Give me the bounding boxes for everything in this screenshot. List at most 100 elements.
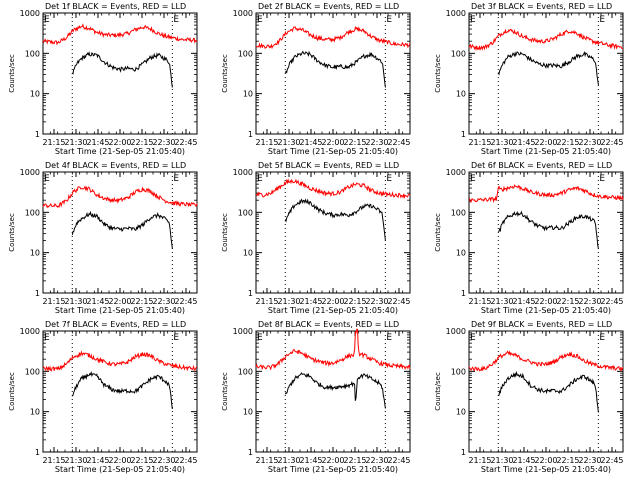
eclipse-mark-label: E [386, 333, 392, 343]
plot-frame [42, 171, 198, 294]
x-tick-label: 22:00 [534, 138, 557, 147]
panel-det-1f: Det 1f BLACK = Events, RED = LLD 1 10 100 10… [8, 2, 198, 156]
eclipse-mark-label: E [599, 174, 605, 184]
x-tick-label: 21:30 [64, 297, 87, 306]
x-tick-label: 22:45 [600, 138, 623, 147]
panel-title: Det 2f BLACK = Events, RED = LLD [258, 2, 399, 11]
x-axis-title: Start Time (21-Sep-05 21:05:40) [268, 465, 398, 474]
panel-title: Det 9f BLACK = Events, RED = LLD [471, 320, 612, 329]
eclipse-mark-label: E [257, 15, 263, 25]
panel-title: Det 5f BLACK = Events, RED = LLD [258, 161, 399, 170]
x-tick-label: 22:15 [130, 138, 153, 147]
x-tick-label: 22:15 [343, 297, 366, 306]
plot-frame [255, 12, 411, 135]
series-line-lld [255, 178, 411, 199]
x-axis-title: Start Time (21-Sep-05 21:05:40) [481, 147, 611, 156]
y-tick-label: 1 [35, 289, 40, 298]
x-tick-label: 21:45 [299, 297, 322, 306]
eclipse-mark-label: E [44, 174, 50, 184]
y-tick-label: 10 [456, 249, 466, 258]
plot-frame [255, 171, 411, 294]
x-tick-label: 21:45 [86, 297, 109, 306]
y-axis-title: Counts/sec [221, 213, 229, 252]
panel-det-3f: Det 3f BLACK = Events, RED = LLD 1 10 100 10… [434, 2, 624, 156]
x-tick-label: 22:45 [174, 138, 197, 147]
y-tick-label: 1000 [446, 9, 466, 18]
panel-title: Det 8f BLACK = Events, RED = LLD [258, 320, 399, 329]
y-tick-label: 100 [451, 367, 466, 376]
x-tick-label: 22:45 [174, 456, 197, 465]
x-tick-label: 22:45 [600, 456, 623, 465]
y-tick-label: 10 [243, 249, 253, 258]
y-tick-label: 100 [25, 208, 40, 217]
x-tick-label: 21:30 [277, 456, 300, 465]
x-tick-label: 22:00 [534, 456, 557, 465]
x-tick-label: 22:00 [108, 456, 131, 465]
y-axis-title: Counts/sec [221, 372, 229, 411]
eclipse-mark-label: E [44, 15, 50, 25]
x-tick-label: 22:15 [343, 456, 366, 465]
x-axis-title: Start Time (21-Sep-05 21:05:40) [55, 147, 185, 156]
y-tick-label: 10 [456, 90, 466, 99]
series-line-lld [468, 184, 624, 204]
series-line-events [284, 198, 386, 241]
x-tick-label: 22:30 [578, 297, 601, 306]
x-tick-label: 21:15 [255, 138, 278, 147]
plot-frame [255, 330, 411, 453]
x-tick-label: 22:00 [108, 297, 131, 306]
y-tick-label: 1000 [233, 327, 253, 336]
eclipse-mark-label: E [173, 174, 179, 184]
series-line-lld [468, 350, 624, 372]
x-tick-label: 22:45 [600, 297, 623, 306]
y-tick-label: 10 [243, 408, 253, 417]
series-line-lld [42, 350, 198, 373]
y-tick-label: 100 [25, 49, 40, 58]
x-axis-title: Start Time (21-Sep-05 21:05:40) [268, 147, 398, 156]
eclipse-mark-label: E [470, 333, 476, 343]
eclipse-mark-label: E [470, 174, 476, 184]
panel-det-7f: Det 7f BLACK = Events, RED = LLD 1 10 100 10… [8, 320, 198, 474]
y-tick-label: 100 [238, 367, 253, 376]
eclipse-mark-label: E [386, 15, 392, 25]
x-tick-label: 22:30 [578, 138, 601, 147]
y-tick-label: 1000 [233, 168, 253, 177]
series-line-events [284, 372, 386, 409]
x-tick-label: 22:45 [387, 456, 410, 465]
x-tick-label: 22:30 [365, 456, 388, 465]
x-tick-label: 21:15 [42, 456, 65, 465]
x-tick-label: 21:45 [299, 138, 322, 147]
x-axis-title: Start Time (21-Sep-05 21:05:40) [481, 465, 611, 474]
series-line-events [71, 371, 173, 410]
panel-title: Det 4f BLACK = Events, RED = LLD [45, 161, 186, 170]
x-tick-label: 21:30 [277, 138, 300, 147]
x-tick-label: 22:30 [365, 138, 388, 147]
x-tick-label: 21:15 [468, 456, 491, 465]
x-tick-label: 22:15 [556, 297, 579, 306]
y-tick-label: 1 [248, 289, 253, 298]
eclipse-mark-label: E [599, 15, 605, 25]
x-tick-label: 21:15 [468, 297, 491, 306]
y-tick-label: 1 [461, 448, 466, 457]
series-line-lld [255, 26, 411, 50]
y-tick-label: 1 [35, 448, 40, 457]
y-axis-title: Counts/sec [221, 54, 229, 93]
y-tick-label: 1000 [446, 327, 466, 336]
x-tick-label: 22:15 [343, 138, 366, 147]
x-tick-label: 21:45 [512, 138, 535, 147]
x-tick-label: 22:30 [152, 297, 175, 306]
panel-title: Det 1f BLACK = Events, RED = LLD [45, 2, 186, 11]
x-tick-label: 21:15 [42, 297, 65, 306]
series-line-lld [42, 185, 198, 209]
x-axis-title: Start Time (21-Sep-05 21:05:40) [481, 306, 611, 315]
plot-frame [468, 171, 624, 294]
panel-det-2f: Det 2f BLACK = Events, RED = LLD 1 10 100 10… [221, 2, 411, 156]
series-line-events [284, 50, 386, 88]
y-tick-label: 100 [238, 49, 253, 58]
x-axis-title: Start Time (21-Sep-05 21:05:40) [55, 465, 185, 474]
panel-det-5f: Det 5f BLACK = Events, RED = LLD 1 10 100 10… [221, 161, 411, 315]
x-tick-label: 22:45 [387, 138, 410, 147]
y-tick-label: 1000 [446, 168, 466, 177]
panel-det-4f: Det 4f BLACK = Events, RED = LLD 1 10 100 10… [8, 161, 198, 315]
plot-frame [468, 12, 624, 135]
y-axis-title: Counts/sec [434, 372, 442, 411]
